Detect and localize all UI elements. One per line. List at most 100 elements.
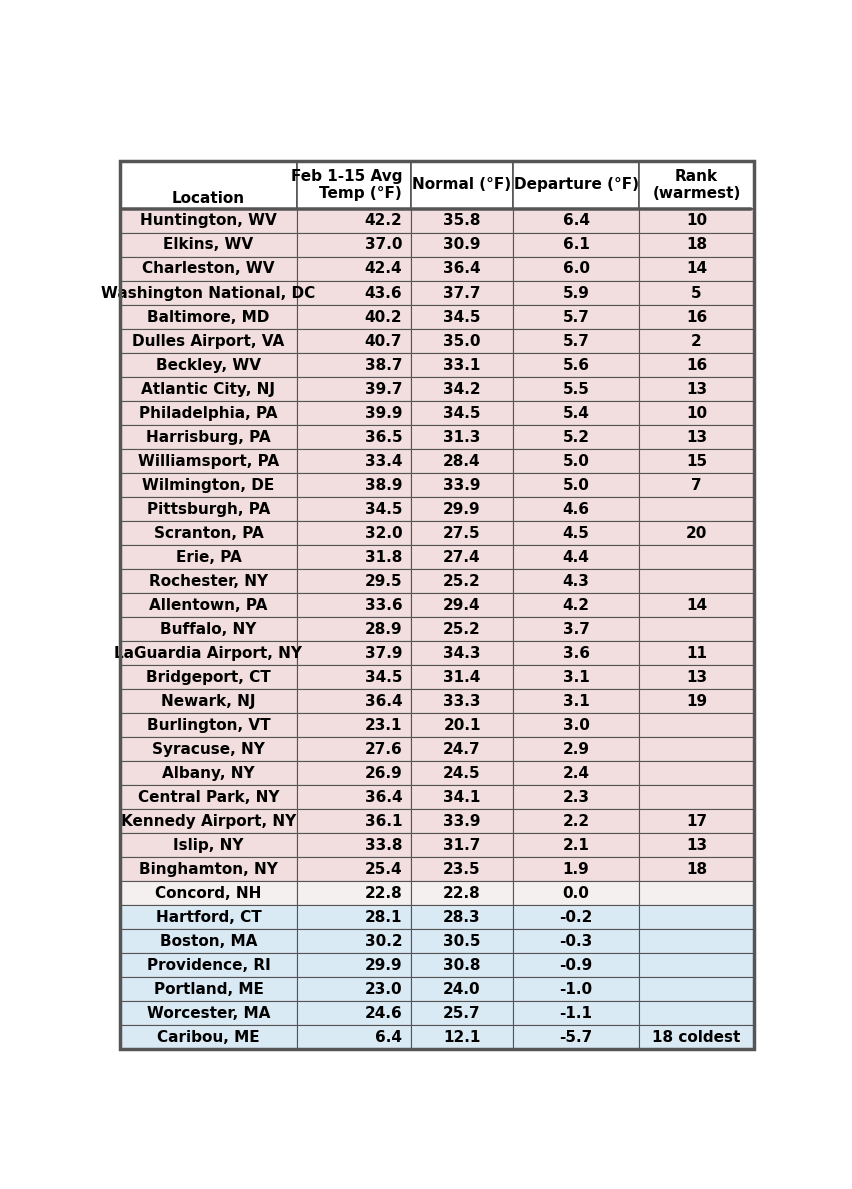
Text: Boston, MA: Boston, MA xyxy=(160,933,257,949)
Text: 10: 10 xyxy=(686,214,707,228)
Bar xyxy=(640,353,753,377)
Text: 23.1: 23.1 xyxy=(365,717,402,732)
Bar xyxy=(640,761,753,785)
Bar xyxy=(119,977,297,1001)
Bar xyxy=(513,929,640,954)
Text: Providence, RI: Providence, RI xyxy=(147,957,270,973)
Bar xyxy=(513,377,640,401)
Text: 34.1: 34.1 xyxy=(443,789,481,805)
Text: 5: 5 xyxy=(691,285,702,301)
Bar xyxy=(513,713,640,737)
Bar xyxy=(640,497,753,521)
Text: 25.2: 25.2 xyxy=(443,573,481,589)
Text: Feb 1-15 Avg
Temp (°F): Feb 1-15 Avg Temp (°F) xyxy=(291,169,402,201)
Text: Buffalo, NY: Buffalo, NY xyxy=(160,622,256,636)
Text: 29.9: 29.9 xyxy=(365,957,402,973)
Bar xyxy=(513,424,640,449)
Bar xyxy=(412,570,513,593)
Bar xyxy=(412,929,513,954)
Bar xyxy=(297,353,412,377)
Text: 3.1: 3.1 xyxy=(562,693,590,709)
Text: -5.7: -5.7 xyxy=(560,1030,593,1045)
Bar xyxy=(412,545,513,570)
Text: 23.0: 23.0 xyxy=(365,982,402,996)
Text: 0.0: 0.0 xyxy=(562,886,590,900)
Text: 24.7: 24.7 xyxy=(443,742,481,756)
Bar xyxy=(513,954,640,977)
Text: Islip, NY: Islip, NY xyxy=(173,837,244,853)
Text: 5.6: 5.6 xyxy=(562,358,590,372)
Text: -1.1: -1.1 xyxy=(560,1006,593,1020)
Bar xyxy=(297,809,412,833)
Text: 2.1: 2.1 xyxy=(562,837,590,853)
Bar xyxy=(412,377,513,401)
Text: 40.2: 40.2 xyxy=(365,309,402,325)
Bar xyxy=(119,545,297,570)
Bar xyxy=(640,329,753,353)
Text: 28.9: 28.9 xyxy=(365,622,402,636)
Bar xyxy=(297,929,412,954)
Bar xyxy=(640,617,753,641)
Text: Burlington, VT: Burlington, VT xyxy=(147,717,270,732)
Text: 24.0: 24.0 xyxy=(443,982,481,996)
Bar xyxy=(412,424,513,449)
Bar xyxy=(640,737,753,761)
Bar xyxy=(640,977,753,1001)
Bar xyxy=(297,593,412,617)
Text: 31.7: 31.7 xyxy=(443,837,481,853)
Text: Washington National, DC: Washington National, DC xyxy=(101,285,315,301)
Text: 37.9: 37.9 xyxy=(365,646,402,661)
Text: 35.8: 35.8 xyxy=(443,214,481,228)
Bar xyxy=(297,521,412,545)
Text: 6.4: 6.4 xyxy=(375,1030,402,1045)
Bar xyxy=(513,737,640,761)
Text: 34.2: 34.2 xyxy=(443,382,481,396)
Text: 25.7: 25.7 xyxy=(443,1006,481,1020)
Text: 17: 17 xyxy=(686,813,707,829)
Bar xyxy=(412,690,513,713)
Text: 13: 13 xyxy=(686,669,707,685)
Text: 33.9: 33.9 xyxy=(443,813,481,829)
Bar xyxy=(513,449,640,473)
Text: Portland, ME: Portland, ME xyxy=(153,982,263,996)
Bar xyxy=(640,641,753,665)
Text: 4.5: 4.5 xyxy=(562,526,590,541)
Bar xyxy=(640,833,753,857)
Text: 18 coldest: 18 coldest xyxy=(653,1030,740,1045)
Text: Binghamton, NY: Binghamton, NY xyxy=(139,862,278,876)
Bar xyxy=(513,641,640,665)
Text: Atlantic City, NJ: Atlantic City, NJ xyxy=(141,382,275,396)
Bar xyxy=(412,473,513,497)
Bar xyxy=(412,617,513,641)
Text: 34.3: 34.3 xyxy=(443,646,481,661)
Bar xyxy=(412,809,513,833)
Bar xyxy=(513,809,640,833)
Bar xyxy=(119,424,297,449)
Bar xyxy=(640,881,753,905)
Bar xyxy=(412,1025,513,1049)
Text: 43.6: 43.6 xyxy=(365,285,402,301)
Bar xyxy=(412,785,513,809)
Text: 20: 20 xyxy=(686,526,707,541)
Bar xyxy=(640,809,753,833)
Bar xyxy=(119,497,297,521)
Text: 2.4: 2.4 xyxy=(562,766,590,780)
Text: Departure (°F): Departure (°F) xyxy=(514,177,639,193)
Bar xyxy=(513,881,640,905)
Text: 34.5: 34.5 xyxy=(365,669,402,685)
Text: 36.1: 36.1 xyxy=(365,813,402,829)
Bar xyxy=(640,857,753,881)
Bar xyxy=(640,473,753,497)
Text: 24.5: 24.5 xyxy=(443,766,481,780)
Bar xyxy=(297,401,412,424)
Text: 24.6: 24.6 xyxy=(365,1006,402,1020)
Text: -0.3: -0.3 xyxy=(560,933,593,949)
Text: 13: 13 xyxy=(686,837,707,853)
Bar xyxy=(297,281,412,306)
Text: Newark, NJ: Newark, NJ xyxy=(161,693,256,709)
Bar xyxy=(640,1025,753,1049)
Bar xyxy=(513,570,640,593)
Text: Dulles Airport, VA: Dulles Airport, VA xyxy=(132,333,285,348)
Text: 16: 16 xyxy=(686,358,707,372)
Bar xyxy=(412,641,513,665)
